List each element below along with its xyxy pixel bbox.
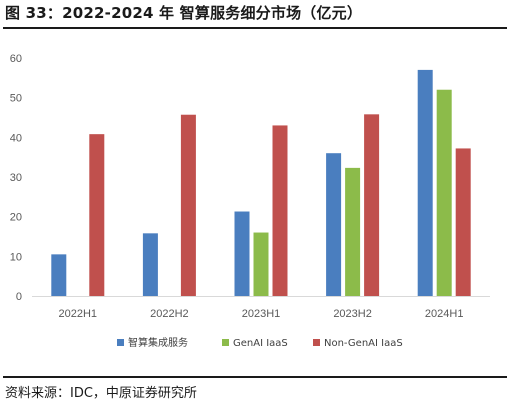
legend-label: Non-GenAI IaaS bbox=[324, 338, 403, 349]
x-axis: 2022H1 2022H2 2023H1 2023H2 2024H1 bbox=[32, 296, 490, 320]
legend-label: 智算集成服务 bbox=[128, 336, 188, 349]
y-tick-label: 30 bbox=[10, 172, 22, 184]
x-tick-label: 2023H2 bbox=[333, 308, 372, 320]
y-tick-label: 10 bbox=[10, 251, 22, 263]
x-tick-label: 2024H1 bbox=[425, 308, 464, 320]
bar-2022H1-0 bbox=[51, 254, 67, 296]
bar-2022H2-0 bbox=[142, 233, 158, 296]
y-tick-label: 0 bbox=[16, 291, 22, 303]
bar-2023H2-1 bbox=[345, 167, 361, 296]
bar-2024H1-1 bbox=[436, 89, 452, 296]
bar-2023H1-0 bbox=[234, 211, 250, 296]
x-tick-label: 2023H1 bbox=[242, 308, 281, 320]
figure-title: 图 33：2022-2024 年 智算服务细分市场（亿元） bbox=[5, 4, 363, 22]
bar-2023H2-2 bbox=[364, 114, 380, 297]
y-tick-label: 20 bbox=[10, 212, 22, 224]
x-tick-label: 2022H2 bbox=[150, 308, 189, 320]
bar-2023H1-1 bbox=[253, 232, 269, 296]
legend-swatch bbox=[313, 339, 320, 346]
legend: 智算集成服务 GenAI IaaS Non-GenAI IaaS bbox=[117, 336, 403, 349]
bar-2024H1-0 bbox=[417, 69, 433, 297]
bar-2023H2-0 bbox=[326, 153, 342, 296]
y-axis: 0 10 20 30 40 50 60 bbox=[10, 53, 22, 303]
source-note: 资料来源：IDC，中原证券研究所 bbox=[5, 386, 197, 401]
y-tick-label: 40 bbox=[10, 132, 22, 144]
bar-2023H1-2 bbox=[272, 125, 288, 296]
plot-area bbox=[51, 69, 471, 297]
y-tick-label: 60 bbox=[10, 53, 22, 65]
y-tick-label: 50 bbox=[10, 93, 22, 105]
bar-2022H2-2 bbox=[180, 114, 196, 297]
bar-2022H1-2 bbox=[89, 134, 105, 296]
bottom-rule bbox=[3, 376, 507, 378]
x-tick-label: 2022H1 bbox=[59, 308, 98, 320]
legend-swatch bbox=[117, 339, 124, 346]
bar-2024H1-2 bbox=[455, 148, 471, 296]
top-rule bbox=[3, 27, 507, 29]
legend-label: GenAI IaaS bbox=[233, 338, 288, 349]
legend-swatch bbox=[222, 339, 229, 346]
